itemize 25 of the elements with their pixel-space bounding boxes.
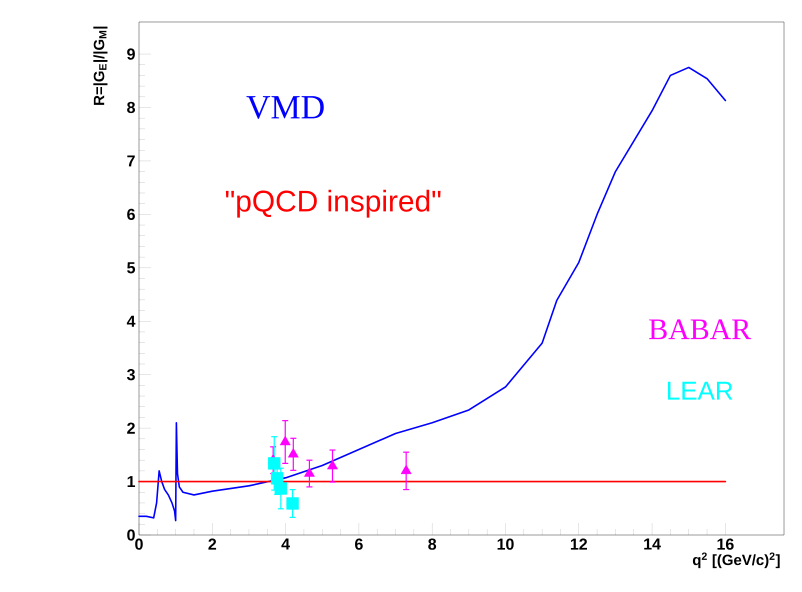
y-tick-label: 7 [127, 155, 135, 166]
x-tick-label: 16 [718, 538, 734, 550]
x-tick-label: 10 [498, 538, 514, 550]
y-tick-label: 3 [126, 369, 135, 380]
text: VMD [246, 96, 324, 119]
y-tick-label: 2 [127, 422, 135, 434]
x-tick-label: 12 [570, 538, 587, 550]
text: BABAR [649, 319, 752, 340]
y-tick-label: 8 [127, 102, 135, 114]
y-tick-label: 9 [127, 48, 135, 60]
text: "pQCD inspired" [226, 190, 441, 218]
y-tick-label: 5 [127, 262, 136, 274]
x-tick-label: 14 [644, 538, 661, 550]
x-tick-label: 4 [281, 538, 290, 550]
y-axis-title: R=|G$_{E}$|/|G$_{M}$| [93, 26, 108, 105]
y-tick-label: 4 [126, 316, 136, 327]
x-tick-label: 2 [208, 538, 216, 550]
text: LEAR [668, 382, 732, 400]
y-tick-label: 6 [127, 208, 135, 220]
x-tick-label: 8 [428, 538, 436, 550]
x-tick-label: 0 [135, 538, 143, 550]
y-tick-label: 1 [128, 476, 136, 488]
x-tick-label: 6 [355, 538, 363, 550]
y-tick-label: 0 [127, 529, 135, 541]
x-axis-title: q$^{2}$ [(GeV/c)$^{2}$] [692, 552, 780, 568]
